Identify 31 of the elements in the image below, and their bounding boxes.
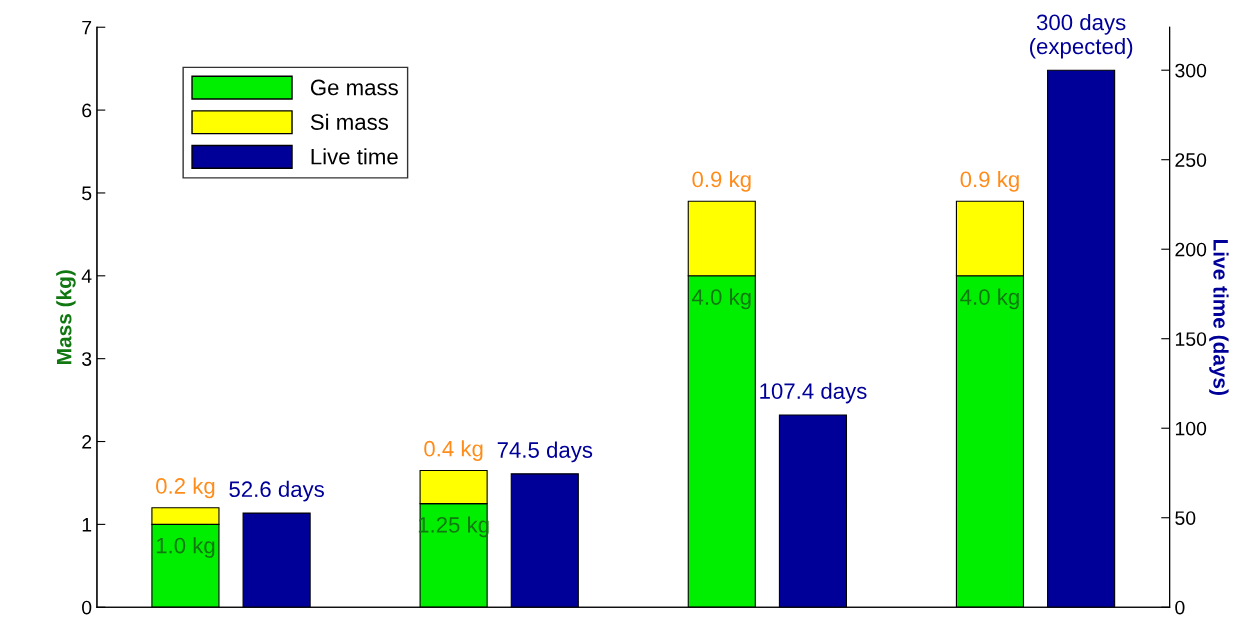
data-label: 0.9 kg [692, 170, 751, 192]
y-axis-title: Mass (kg) [56, 270, 76, 364]
data-label: 0.9 kg [960, 170, 1019, 192]
y2-tick-label: 200 [1175, 242, 1207, 257]
data-label: 0.2 kg [156, 477, 215, 499]
y-tick-label: 4 [81, 269, 92, 283]
data-label: 74.5 days [497, 441, 593, 463]
data-label: 52.6 days [229, 480, 324, 502]
y-tick-label: 7 [82, 20, 92, 35]
data-label: 4.0 kg [960, 288, 1019, 310]
data-label: 0.4 kg [424, 440, 483, 461]
y2-tick-label: 50 [1175, 511, 1196, 525]
y2-axis-title: Live time (days) [1209, 239, 1229, 395]
y-tick-label: 6 [82, 103, 92, 118]
y-tick-label: 5 [82, 186, 92, 201]
y-tick-label: 3 [82, 352, 92, 366]
y2-tick-label: 100 [1175, 421, 1207, 436]
y2-tick-label: 0 [1175, 600, 1185, 615]
data-label: 107.4 days [760, 382, 867, 404]
y2-tick-label: 150 [1175, 332, 1207, 346]
legend-label: Si mass [310, 113, 389, 130]
data-label: 4.0 kg [692, 288, 751, 310]
data-label: 300 days (expected) [1030, 13, 1133, 59]
y-tick-label: 1 [82, 518, 92, 532]
y-tick-label: 2 [82, 434, 92, 449]
y-tick-label: 0 [82, 600, 92, 615]
data-label: 1.0 kg [156, 537, 215, 558]
legend-label: Ge mass [310, 79, 398, 96]
y2-tick-label: 300 [1175, 63, 1207, 78]
y2-tick-label: 250 [1175, 153, 1207, 167]
legend-label: Live time [311, 148, 398, 165]
